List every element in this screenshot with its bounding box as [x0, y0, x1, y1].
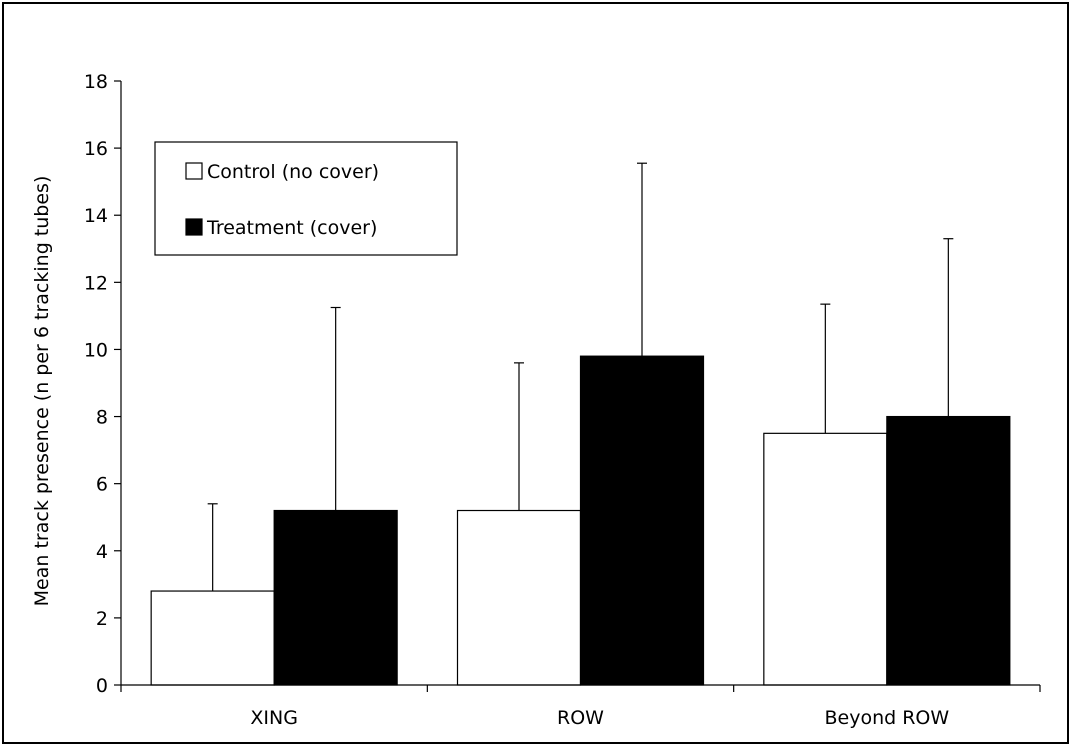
y-tick-label: 4 [96, 541, 108, 563]
x-tick-label: XING [250, 707, 298, 729]
bar [579, 355, 705, 686]
legend-swatch-control [185, 162, 203, 180]
x-tick-label: Beyond ROW [824, 707, 949, 729]
y-tick-label: 14 [84, 205, 108, 227]
plot-area: XING ROW Beyond ROW 0 2 4 6 8 10 12 14 16 18 [84, 71, 1041, 729]
legend: Control (no cover) Treatment (cover) [154, 141, 458, 256]
legend-label-treatment: Treatment (cover) [206, 217, 377, 239]
bar [273, 509, 398, 686]
y-tick-label: 10 [84, 339, 108, 361]
y-tick-label: 2 [96, 608, 108, 630]
y-tick-label: 12 [84, 272, 108, 294]
x-tick-label: ROW [557, 707, 604, 729]
bar [150, 590, 275, 686]
legend-label-control: Control (no cover) [207, 161, 379, 183]
legend-swatch-treatment [185, 218, 203, 236]
y-axis-title: Mean track presence (n per 6 tracking tu… [31, 176, 53, 607]
y-tick-label: 18 [84, 71, 108, 93]
y-tick-label: 0 [96, 675, 108, 697]
y-tick-label: 6 [96, 474, 108, 496]
legend-box [154, 141, 458, 256]
y-tick-label: 16 [84, 138, 108, 160]
bar [456, 509, 582, 686]
bar [763, 432, 888, 686]
bar [886, 415, 1011, 686]
y-tick-label: 8 [96, 407, 108, 429]
